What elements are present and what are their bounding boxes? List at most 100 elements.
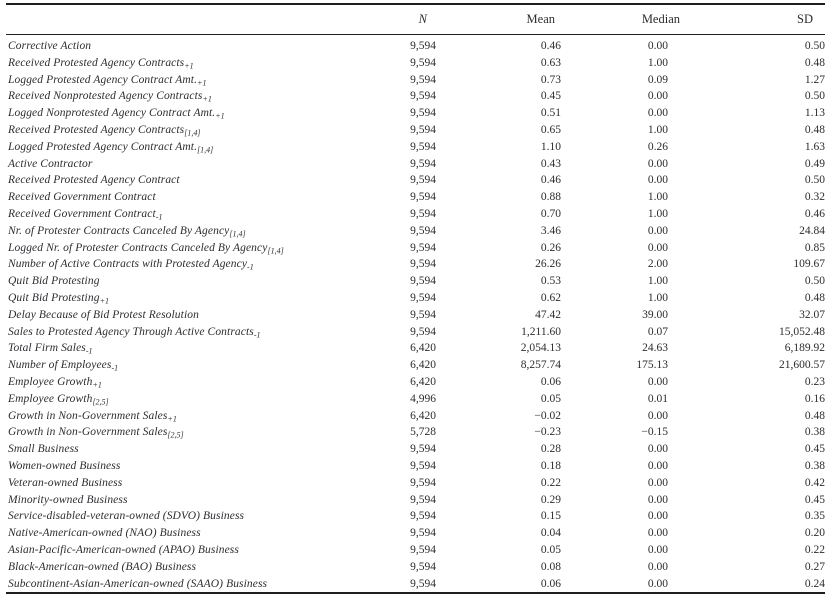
sd-value: 1.27 xyxy=(804,73,825,86)
variable-label: Veteran-owned Business xyxy=(6,475,398,492)
n-value: 9,594 xyxy=(410,258,436,271)
mean-value: 0.26 xyxy=(540,241,561,254)
n-value: 9,594 xyxy=(410,527,436,540)
table-row: Quit Bid Protesting 9,594 0.53 1.00 0.50 xyxy=(6,273,825,290)
table-row: Received Protested Agency Contract 9,594… xyxy=(6,172,825,189)
median-value: 0.00 xyxy=(647,560,668,573)
variable-label-text: Total Firm Sales xyxy=(8,342,86,355)
mean-value: 0.04 xyxy=(540,527,561,540)
variable-label-text: Veteran-owned Business xyxy=(8,476,123,489)
sd-value: 0.22 xyxy=(804,543,825,556)
median-value: 1.00 xyxy=(647,207,668,220)
variable-label: Total Firm Sales-1 xyxy=(6,340,398,357)
variable-label-text: Received Government Contract xyxy=(8,191,156,204)
median-value: 0.00 xyxy=(647,157,668,170)
mean-value: 0.28 xyxy=(540,443,561,456)
mean-value: 0.46 xyxy=(540,174,561,187)
table-row: Women-owned Business 9,594 0.18 0.00 0.3… xyxy=(6,458,825,475)
n-value: 9,594 xyxy=(410,577,436,590)
n-value: 9,594 xyxy=(410,73,436,86)
header-mean: Mean xyxy=(436,4,561,35)
variable-label-subscript: -1 xyxy=(155,212,163,222)
variable-label-text: Received Protested Agency Contracts xyxy=(8,56,185,69)
sd-value: 0.38 xyxy=(804,426,825,439)
variable-label-subscript: +1 xyxy=(167,414,177,424)
sd-value: 32.07 xyxy=(799,308,825,321)
table-row: Asian-Pacific-American-owned (APAO) Busi… xyxy=(6,542,825,559)
table-row: Delay Because of Bid Protest Resolution … xyxy=(6,307,825,324)
variable-label: Active Contractor xyxy=(6,156,398,173)
sd-value: 21,600.57 xyxy=(779,359,825,372)
variable-label: Subcontinent-Asian-American-owned (SAAO)… xyxy=(6,576,398,594)
median-value: 0.00 xyxy=(647,510,668,523)
variable-label: Logged Protested Agency Contract Amt.+1 xyxy=(6,72,398,89)
variable-label-subscript: +1 xyxy=(202,94,212,104)
sd-value: 0.50 xyxy=(804,90,825,103)
median-value: 0.00 xyxy=(647,174,668,187)
mean-value: 8,257.74 xyxy=(520,359,561,372)
variable-label: Received Nonprotested Agency Contracts+1 xyxy=(6,88,398,105)
median-value: 1.00 xyxy=(647,275,668,288)
table-row: Employee Growth[2,5] 4,996 0.05 0.01 0.1… xyxy=(6,391,825,408)
variable-label-text: Native-American-owned (NAO) Business xyxy=(8,527,201,540)
variable-label-text: Minority-owned Business xyxy=(8,493,128,506)
mean-value: 2,054.13 xyxy=(520,342,561,355)
n-value: 9,594 xyxy=(410,90,436,103)
median-value: 0.00 xyxy=(647,476,668,489)
mean-value: 26.26 xyxy=(535,258,561,271)
variable-label: Logged Nonprotested Agency Contract Amt.… xyxy=(6,105,398,122)
variable-label: Number of Employees-1 xyxy=(6,357,398,374)
mean-value: −0.02 xyxy=(534,409,561,422)
variable-label-text: Small Business xyxy=(8,443,79,456)
median-value: 0.00 xyxy=(647,241,668,254)
sd-value: 6,189.92 xyxy=(784,342,825,355)
mean-value: 47.42 xyxy=(535,308,561,321)
mean-value: 0.29 xyxy=(540,493,561,506)
sd-value: 0.45 xyxy=(804,443,825,456)
variable-label-text: Employee Growth xyxy=(8,375,93,388)
variable-label-text: Received Protested Agency Contracts xyxy=(8,123,185,136)
header-sd: SD xyxy=(668,4,825,35)
mean-value: 0.53 xyxy=(540,275,561,288)
variable-label: Received Protested Agency Contracts+1 xyxy=(6,55,398,72)
variable-label-text: Black-American-owned (BAO) Business xyxy=(8,560,197,573)
variable-label: Logged Protested Agency Contract Amt.[1,… xyxy=(6,139,398,156)
median-value: 0.00 xyxy=(647,459,668,472)
n-value: 9,594 xyxy=(410,56,436,69)
n-value: 9,594 xyxy=(410,191,436,204)
table-row: Subcontinent-Asian-American-owned (SAAO)… xyxy=(6,576,825,594)
mean-value: 0.05 xyxy=(540,543,561,556)
table-row: Number of Active Contracts with Proteste… xyxy=(6,256,825,273)
table-row: Logged Protested Agency Contract Amt.+1 … xyxy=(6,72,825,89)
median-value: 0.00 xyxy=(647,90,668,103)
table-row: Received Nonprotested Agency Contracts+1… xyxy=(6,88,825,105)
table-row: Number of Employees-1 6,420 8,257.74 175… xyxy=(6,357,825,374)
variable-label: Growth in Non-Government Sales+1 xyxy=(6,408,398,425)
table-row: Corrective Action 9,594 0.46 0.00 0.50 xyxy=(6,35,825,55)
table-row: Veteran-owned Business 9,594 0.22 0.00 0… xyxy=(6,475,825,492)
mean-value: 0.65 xyxy=(540,123,561,136)
mean-value: 0.45 xyxy=(540,90,561,103)
variable-label-text: Quit Bid Protesting xyxy=(8,291,100,304)
median-value: 1.00 xyxy=(647,191,668,204)
table-row: Received Protested Agency Contracts+1 9,… xyxy=(6,55,825,72)
mean-value: −0.23 xyxy=(534,426,561,439)
sd-value: 0.85 xyxy=(804,241,825,254)
n-value: 9,594 xyxy=(410,107,436,120)
variable-label-subscript: [1,4] xyxy=(229,229,246,239)
variable-label-text: Logged Protested Agency Contract Amt. xyxy=(8,73,198,86)
table-row: Black-American-owned (BAO) Business 9,59… xyxy=(6,559,825,576)
table-row: Logged Nr. of Protester Contracts Cancel… xyxy=(6,240,825,257)
median-value: −0.15 xyxy=(641,426,668,439)
variable-label: Sales to Protested Agency Through Active… xyxy=(6,324,398,341)
variable-label: Minority-owned Business xyxy=(6,492,398,509)
variable-label: Growth in Non-Government Sales[2,5] xyxy=(6,424,398,441)
median-value: 0.00 xyxy=(647,577,668,590)
header-median: Median xyxy=(573,4,680,35)
mean-value: 0.22 xyxy=(540,476,561,489)
sd-value: 0.42 xyxy=(804,476,825,489)
median-value: 39.00 xyxy=(642,308,668,321)
median-value: 0.00 xyxy=(647,527,668,540)
variable-label-text: Quit Bid Protesting xyxy=(8,275,100,288)
